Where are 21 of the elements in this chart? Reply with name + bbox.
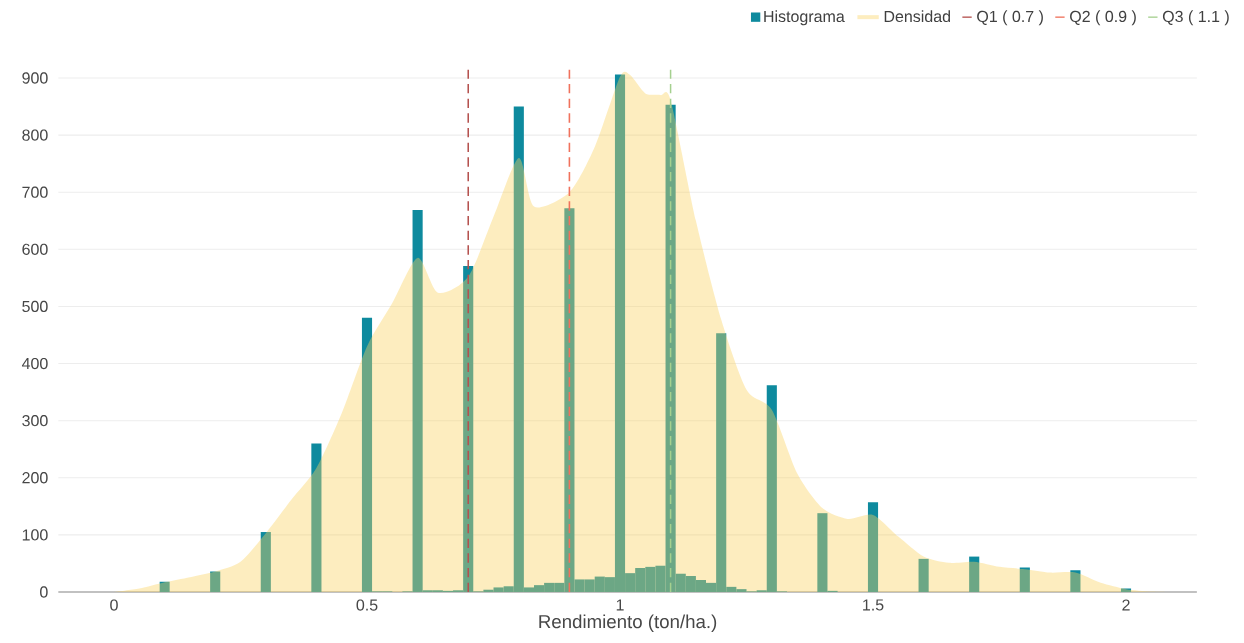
y-tick-label: 200: [22, 472, 48, 484]
x-tick-label: 1: [616, 599, 624, 611]
y-tick-label: 500: [22, 300, 48, 313]
legend-label: Densidad: [884, 10, 950, 23]
y-tick-label: 800: [22, 129, 48, 141]
y-tick-label: 700: [22, 186, 48, 198]
y-tick-label: 0: [40, 586, 48, 598]
legend-label: Q2 ( 0.9 ): [1070, 10, 1136, 26]
x-tick-label: 0.5: [356, 599, 378, 611]
x-axis-title: Rendimiento (ton/ha.): [539, 614, 717, 632]
legend-label: Q1 ( 0.7 ): [977, 10, 1043, 26]
legend-label: Histograma: [764, 10, 845, 26]
x-tick-label: 0: [110, 599, 118, 611]
legend-label: Q3 ( 1.1 ): [1162, 10, 1229, 26]
y-tick-label: 600: [22, 243, 48, 255]
y-tick-label: 900: [22, 72, 48, 84]
x-tick-label: 2: [1122, 599, 1130, 611]
y-tick-label: 300: [22, 415, 48, 427]
y-tick-label: 100: [22, 529, 48, 541]
x-tick-label: 1.5: [863, 599, 884, 611]
y-tick-label: 400: [21, 357, 48, 370]
